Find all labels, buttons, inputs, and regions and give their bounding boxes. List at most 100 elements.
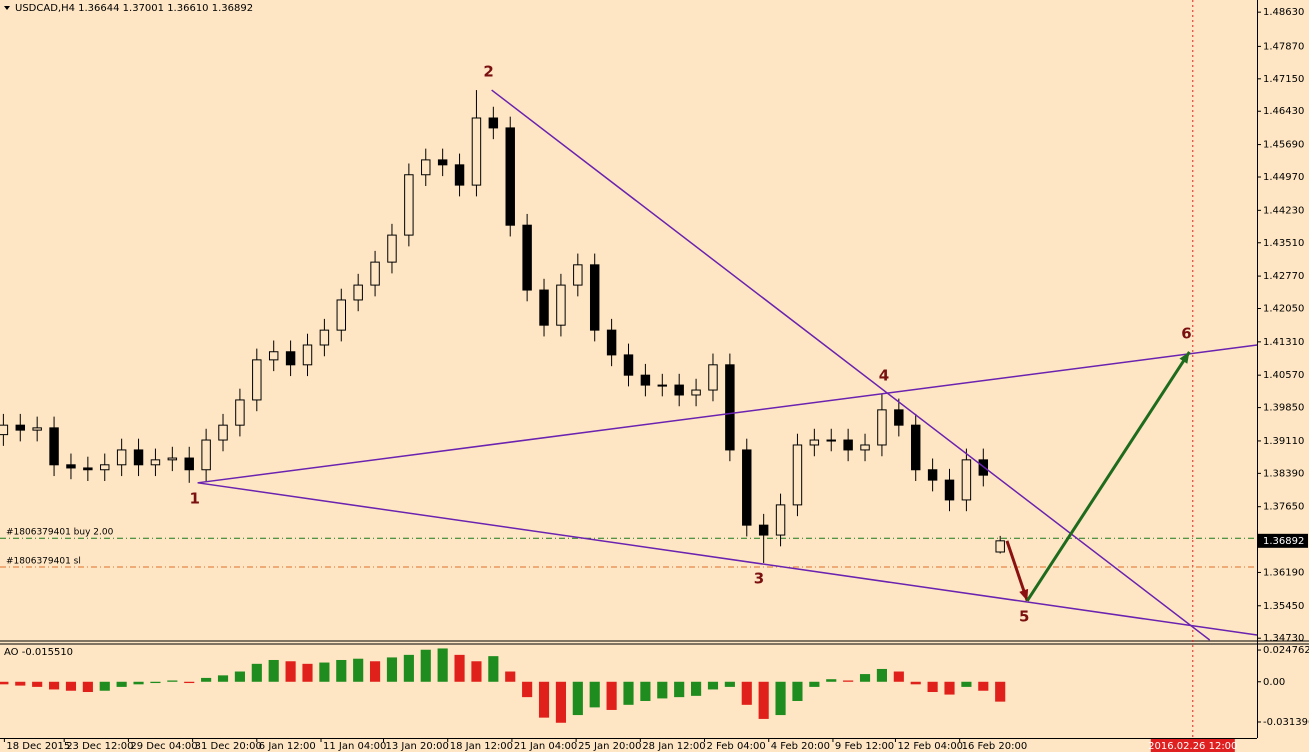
candle-body (944, 479, 955, 501)
y-tick-label: 1.40570 (1263, 370, 1304, 381)
y-tick-label: 1.39850 (1263, 403, 1304, 414)
ao-bar (471, 661, 482, 682)
indicator-title: AO -0.015510 (4, 647, 73, 658)
arrow-head (1179, 351, 1190, 364)
ao-bar (674, 681, 685, 698)
candle-body (353, 284, 363, 301)
candle-body (421, 159, 431, 176)
x-tick-label: 21 Jan 04:00 (514, 741, 577, 752)
ao-bar (32, 681, 43, 687)
candle-body (336, 299, 347, 331)
candle-body (201, 439, 211, 471)
ao-bar (724, 681, 735, 687)
candle-body (66, 464, 76, 469)
candle-body (927, 469, 938, 481)
wave-label: 5 (1019, 607, 1029, 625)
ao-bar (116, 681, 127, 687)
ao-bar (944, 681, 955, 695)
candle-body (640, 374, 651, 386)
candle-body (49, 427, 59, 466)
trendline (197, 482, 1258, 636)
candle-body (877, 409, 887, 446)
y-tick-label: 1.47870 (1263, 41, 1304, 52)
x-tick-label: 25 Jan 20:00 (578, 741, 641, 752)
candle-body (319, 329, 330, 346)
trendline (491, 89, 1211, 641)
current-price-box (1258, 533, 1308, 548)
ao-bar (15, 681, 26, 686)
ao-bar (555, 681, 566, 723)
x-tick-label: 28 Jan 12:00 (642, 741, 705, 752)
ao-bar (234, 671, 245, 682)
x-tick-label: 4 Feb 20:00 (771, 741, 830, 752)
future-marker-label: 2016.02.26 12:00 (1148, 741, 1237, 752)
y-tick-label: 1.47150 (1263, 74, 1304, 85)
candle-body (0, 424, 9, 436)
candle-body (167, 457, 178, 461)
ao-bar (184, 681, 195, 684)
candle-body (454, 164, 465, 186)
ao-bar (640, 681, 651, 701)
candle-body (116, 449, 127, 466)
x-tick-label: 31 Dec 20:00 (195, 741, 262, 752)
candle-body (775, 504, 786, 536)
x-tick-label: 23 Dec 12:00 (66, 741, 133, 752)
candle-body (404, 174, 414, 236)
y-tick-label: 1.34730 (1263, 633, 1304, 644)
wave-arrow (1025, 351, 1191, 602)
ao-bar (370, 661, 381, 682)
x-tick-label: 13 Jan 20:00 (386, 741, 449, 752)
x-tick-label: 29 Dec 04:00 (130, 741, 197, 752)
y-tick-label: 1.38390 (1263, 468, 1304, 479)
candle-body (809, 439, 820, 446)
wave-label: 2 (483, 63, 493, 81)
ao-bar (859, 674, 871, 682)
ao-bar (691, 681, 702, 696)
ao-bar (775, 681, 786, 716)
candle-body (268, 351, 279, 361)
ao-bar (0, 681, 9, 685)
candle-body (285, 351, 296, 366)
candle-body (623, 354, 634, 376)
ao-bar (623, 681, 634, 705)
candle-body (488, 117, 499, 129)
wave-label: 3 (754, 569, 764, 587)
candle-body (556, 284, 566, 326)
candle-body (792, 444, 803, 506)
candle-body (522, 224, 532, 291)
candle-body (302, 344, 313, 366)
candle-body (910, 424, 921, 471)
chart-title: USDCAD,H4 1.36644 1.37001 1.36610 1.3689… (15, 3, 253, 14)
ao-bar (420, 649, 431, 682)
y-tick-label: 1.46430 (1263, 106, 1304, 117)
order-label: #1806379401 sl (6, 557, 81, 567)
ao-bar (809, 681, 820, 687)
ao-bar (386, 657, 398, 682)
ao-bar (150, 681, 161, 684)
wave-label: 4 (879, 367, 889, 385)
ao-bar (657, 681, 668, 699)
candle-body (387, 234, 397, 263)
ao-bar (319, 662, 330, 682)
y-tick-label: 1.41310 (1263, 337, 1304, 348)
ao-bar (910, 681, 921, 685)
ao-bar (758, 681, 769, 719)
ao-bar (826, 679, 837, 682)
ao-tick-label: 0.024762 (1263, 645, 1309, 656)
ao-bar (893, 671, 904, 682)
order-label: #1806379401 buy 2.00 (6, 528, 114, 538)
candle-body (150, 459, 161, 466)
candle-body (573, 264, 583, 286)
ao-bar (927, 681, 938, 693)
candle-body (83, 467, 93, 471)
candle-body (708, 364, 718, 391)
ao-bar (437, 648, 448, 682)
x-tick-label: 18 Dec 2015 (6, 741, 70, 752)
ao-tick-label: -0.031396 (1263, 717, 1309, 728)
candle-body (995, 540, 1005, 553)
candle-body (471, 117, 482, 186)
ao-bar (217, 675, 229, 682)
ao-bar (454, 654, 465, 682)
